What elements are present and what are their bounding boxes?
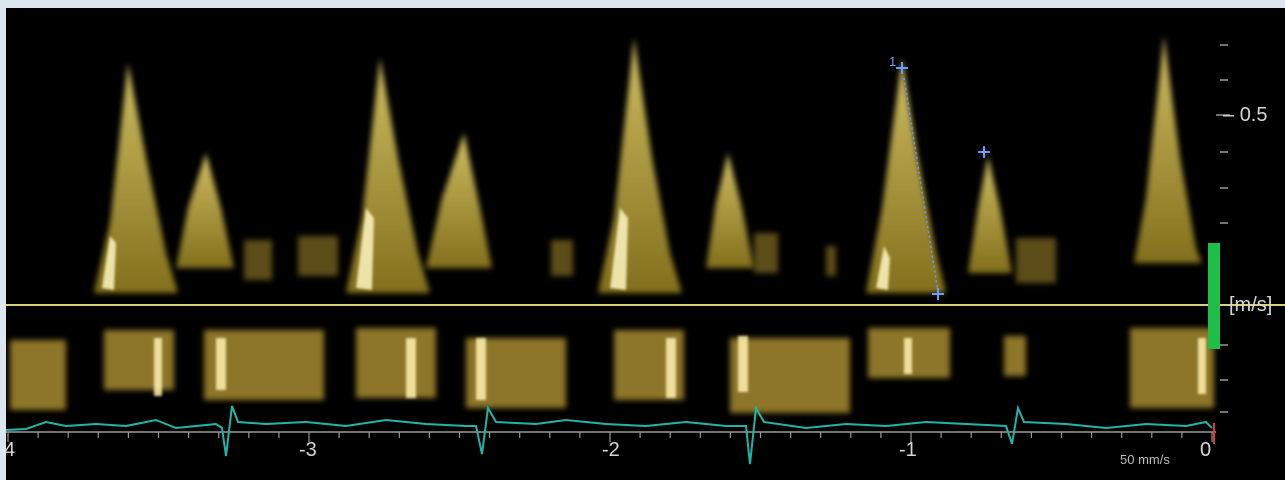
a-wave-2 [426, 133, 492, 268]
time-label-0: 0 [1200, 439, 1212, 461]
time-label-4: 4 [6, 439, 16, 461]
spectral-noise-upper [244, 233, 1056, 283]
ecg-trace [6, 404, 1213, 465]
spectral-doppler-display: – 0.5 [m/s] 4 -3 -2 -1 0 50 mm/s 1 [6, 8, 1285, 480]
a-wave-3 [706, 153, 754, 268]
e-wave-1 [94, 63, 178, 293]
deceleration-slope-line [903, 77, 939, 293]
e-wave-5 [1134, 36, 1202, 263]
time-label-minus-3: -3 [299, 439, 317, 461]
e-wave-2 [346, 58, 430, 293]
a-wave-1 [176, 153, 234, 268]
time-axis-ticks [7, 432, 1213, 442]
velocity-scale-bar [1208, 243, 1220, 349]
e-wave-4 [866, 58, 946, 293]
caliper-index-label: 1 [889, 54, 897, 69]
reverse-flow-band [10, 328, 1214, 413]
velocity-tick-label: – 0.5 [1223, 104, 1268, 126]
velocity-unit-label: [m/s] [1229, 294, 1273, 316]
velocity-tick-value: 0.5 [1239, 104, 1268, 126]
time-label-minus-2: -2 [602, 439, 620, 461]
velocity-scale-ticks [1216, 44, 1230, 413]
bright-envelope-cores [102, 208, 890, 290]
reverse-flow-bright [154, 336, 1206, 400]
e-wave-3 [598, 38, 682, 293]
a-wave-4 [968, 156, 1012, 273]
time-label-minus-1: -1 [899, 439, 917, 461]
sweep-speed-label: 50 mm/s [1120, 452, 1170, 467]
doppler-spectrum [6, 36, 1285, 465]
caliper-markers[interactable] [896, 62, 990, 300]
